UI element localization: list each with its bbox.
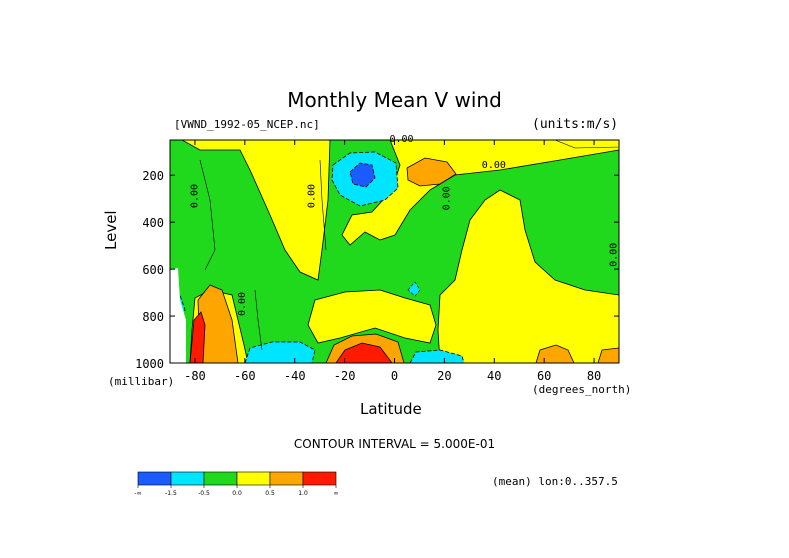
contour-label: 0.00 [482,160,506,171]
x-tick-label: 40 [487,369,501,383]
contour-line [319,159,327,251]
red-region-south [189,311,206,363]
dataset-label: [VWND_1992-05_NCEP.nc] [174,118,320,131]
y-axis-unit: (millibar) [108,375,175,388]
cyan-region-south-surface [244,341,316,363]
y-tick-label: 400 [142,216,164,230]
x-tick-label: -80 [184,369,206,383]
colorbar-swatch [203,471,238,486]
x-axis: -80 -60 -40 -20 0 20 40 60 80 [184,140,601,383]
mean-info-label: (mean) lon:0..357.5 [492,475,618,488]
missing-data-area [170,268,186,363]
colorbar-tick-label: -1.5 [165,490,177,497]
contour-label: 0.00 [441,186,452,210]
orange-region-north-surface [535,344,575,363]
x-tick-label: 80 [587,369,601,383]
cyan-region-small [407,281,421,297]
x-tick-label: 20 [437,369,451,383]
red-region-subtropics [335,342,393,363]
colorbar: -∞ -1.5 -0.5 0.0 0.5 1.0 ∞ [134,471,339,497]
colorbar-tick-label: ∞ [334,490,339,497]
colorbar-tick-label: -∞ [134,490,141,497]
orange-region-south-lower [197,284,239,363]
units-label: (units:m/s) [532,117,619,132]
chart-title: Monthly Mean V wind [287,88,502,112]
contour-field [170,140,619,363]
x-axis-label: Latitude [360,400,422,418]
y-tick-label: 200 [142,169,164,183]
contour-labels: 0.00 0.00 0.00 0.00 0.00 0.00 0.00 [189,134,619,316]
contour-label: 0.00 [609,243,620,267]
contour-label: 0.00 [237,292,248,316]
x-tick-label: -40 [284,369,306,383]
colorbar-swatch [236,471,271,486]
colorbar-tick-label: 1.0 [298,490,308,497]
y-tick-label: 1000 [135,357,164,371]
colorbar-tick-label: 0.0 [232,490,242,497]
contour-line [199,159,216,271]
contour-label: 0.00 [390,134,414,145]
contour-line [254,289,263,351]
x-axis-unit: (degrees_north) [532,383,632,396]
colorbar-tick-label: 0.5 [265,490,275,497]
colorbar-swatch [302,471,337,486]
positive-region-upper-left [181,140,331,281]
colorbar-tick-label: -0.5 [198,490,210,497]
x-tick-label: -20 [334,369,356,383]
colorbar-swatch [170,471,205,486]
blue-region-upper [349,162,376,188]
orange-region-north-upper [406,157,457,187]
contour-label: 0.00 [189,184,200,208]
y-tick-label: 800 [142,310,164,324]
contour-label: 0.00 [307,184,318,208]
contour-interval-label: CONTOUR INTERVAL = 5.000E-01 [293,437,496,451]
colorbar-swatch [137,471,172,486]
positive-region-subtropics [307,289,437,344]
x-tick-label: 0 [391,369,398,383]
x-tick-label: 60 [537,369,551,383]
y-tick-label: 600 [142,263,164,277]
positive-region-lower-right [437,189,619,363]
cyan-region-equator-surface [409,349,465,363]
orange-region-far-north [597,347,619,363]
colorbar-swatch [269,471,304,486]
positive-region-ne-corner [554,140,619,149]
y-axis-label: Level [102,210,120,250]
y-axis: 200 400 600 800 1000 [135,169,619,371]
x-tick-label: -60 [234,369,256,383]
